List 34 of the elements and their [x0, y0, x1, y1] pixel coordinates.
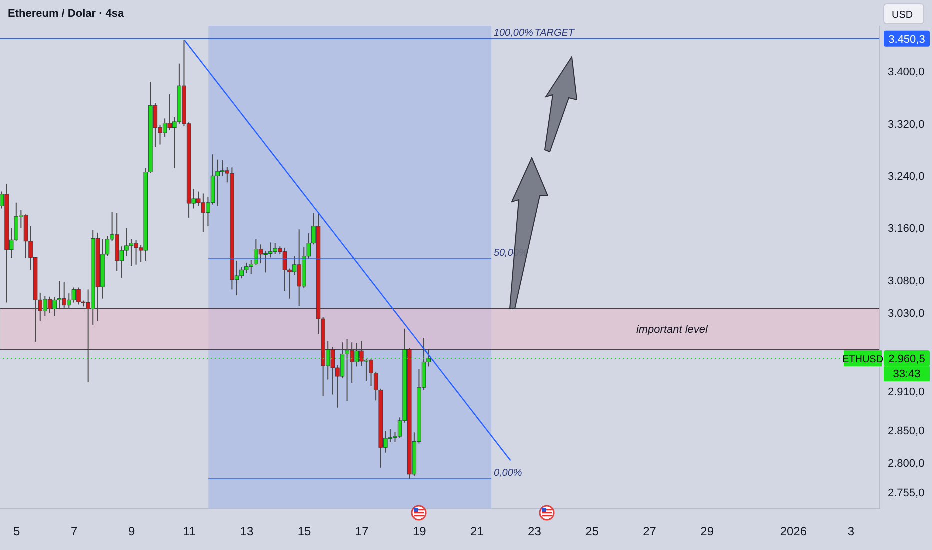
annotation: 0,00%	[494, 468, 522, 479]
x-tick-label: 19	[412, 524, 427, 539]
x-tick-label: 3	[848, 524, 855, 539]
x-tick-label: 5	[13, 524, 20, 539]
band-label: important level	[636, 324, 709, 336]
x-tick-label: 21	[470, 524, 484, 539]
ref-line-label: 3.450,3	[888, 34, 926, 46]
x-tick-label: 7	[70, 524, 78, 539]
x-tick-label: 29	[700, 524, 714, 539]
y-tick-label: 3.030,0	[888, 308, 925, 320]
x-tick-label: 23	[528, 524, 542, 539]
y-tick-label: 3.400,0	[888, 66, 925, 79]
x-tick-label: 9	[128, 524, 136, 539]
y-tick-label: 3.080,0	[888, 275, 925, 288]
x-tick-label: 2026	[780, 524, 808, 539]
y-tick-label: 2.755,0	[888, 488, 925, 500]
ref-line-label: 2.960,5	[888, 354, 926, 366]
annotation: 100,00%	[494, 28, 534, 39]
y-tick-label: 3.160,0	[888, 223, 925, 236]
text: USD	[892, 10, 914, 21]
y-tick-label: 2.850,0	[888, 426, 925, 438]
x-tick-label: 25	[586, 524, 600, 539]
y-tick-label: 3.240,0	[888, 171, 925, 184]
x-tick-label: 15	[298, 524, 312, 539]
y-tick-label: 3.320,0	[888, 118, 925, 131]
text: 33:43	[893, 368, 921, 381]
x-tick-label: 13	[240, 524, 254, 539]
y-tick-label: 2.910,0	[888, 386, 925, 398]
y-tick-label: 2.800,0	[888, 458, 925, 470]
x-tick-label: 11	[183, 524, 196, 539]
x-tick-label: 17	[355, 524, 370, 539]
x-tick-label: 27	[643, 524, 657, 539]
chart-title: Ethereum / Dolar · 4sa	[8, 8, 126, 20]
annotation: TARGET	[534, 28, 576, 39]
